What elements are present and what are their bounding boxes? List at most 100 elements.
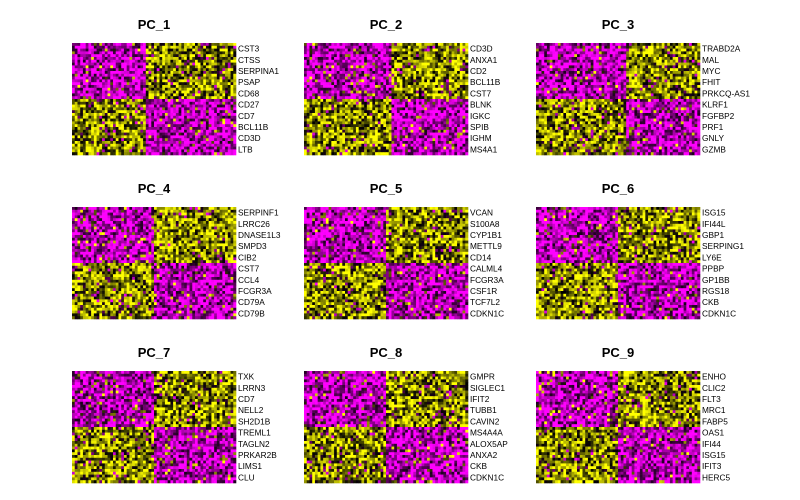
heatmap-cell bbox=[186, 65, 190, 69]
heatmap-cell bbox=[396, 54, 400, 58]
heatmap-cell bbox=[424, 90, 428, 94]
heatmap-cell bbox=[132, 76, 136, 80]
heatmap-cell bbox=[429, 138, 433, 142]
heatmap-cell bbox=[355, 73, 359, 77]
heatmap-cell bbox=[546, 48, 550, 52]
heatmap-cell bbox=[137, 62, 141, 66]
heatmap-cell bbox=[339, 68, 343, 72]
heatmap-cell bbox=[91, 110, 95, 114]
heatmap-cell bbox=[104, 59, 108, 63]
heatmap-cell bbox=[568, 48, 572, 52]
heatmap-cell bbox=[227, 51, 231, 55]
heatmap-cell bbox=[383, 115, 387, 119]
heatmap-cell bbox=[323, 82, 327, 86]
heatmap-cell bbox=[132, 71, 136, 75]
heatmap-cell bbox=[145, 48, 149, 52]
heatmap-cell bbox=[552, 43, 556, 47]
heatmap-cell bbox=[448, 96, 452, 100]
heatmap-cell bbox=[93, 124, 97, 128]
heatmap-cell bbox=[440, 99, 444, 103]
heatmap-cell bbox=[227, 68, 231, 72]
heatmap-cell bbox=[557, 48, 561, 52]
heatmap-cell bbox=[82, 79, 86, 83]
heatmap-cell bbox=[93, 113, 97, 117]
heatmap-cell bbox=[93, 76, 97, 80]
heatmap-cell bbox=[181, 107, 185, 111]
heatmap-cell bbox=[208, 107, 212, 111]
heatmap-cell bbox=[181, 152, 185, 156]
heatmap-cell bbox=[197, 48, 201, 52]
heatmap-cell bbox=[134, 115, 138, 119]
heatmap-cell bbox=[74, 93, 78, 97]
heatmap-cell bbox=[388, 146, 392, 150]
heatmap-cell bbox=[396, 129, 400, 133]
heatmap-cell bbox=[457, 51, 461, 55]
heatmap-cell bbox=[96, 96, 100, 100]
heatmap-cell bbox=[566, 43, 570, 47]
heatmap-cell bbox=[91, 107, 95, 111]
heatmap-cell bbox=[113, 93, 117, 97]
heatmap-cell bbox=[107, 48, 111, 52]
heatmap-cell bbox=[416, 101, 420, 105]
heatmap-cell bbox=[222, 101, 226, 105]
heatmap-cell bbox=[164, 113, 168, 117]
heatmap-cell bbox=[162, 96, 166, 100]
heatmap-cell bbox=[208, 57, 212, 61]
heatmap-cell bbox=[448, 121, 452, 125]
heatmap-cell bbox=[208, 118, 212, 122]
heatmap-cell bbox=[320, 115, 324, 119]
heatmap-cell bbox=[181, 57, 185, 61]
heatmap-cell bbox=[227, 104, 231, 108]
heatmap-cell bbox=[159, 82, 163, 86]
heatmap-cell bbox=[126, 79, 130, 83]
heatmap-cell bbox=[637, 45, 641, 49]
heatmap-cell bbox=[314, 51, 318, 55]
heatmap-cell bbox=[173, 87, 177, 91]
heatmap-cell bbox=[334, 129, 338, 133]
heatmap-cell bbox=[339, 71, 343, 75]
heatmap-cell bbox=[200, 76, 204, 80]
heatmap-cell bbox=[396, 59, 400, 63]
heatmap-cell bbox=[355, 135, 359, 139]
heatmap-cell bbox=[686, 43, 690, 47]
heatmap-cell bbox=[129, 51, 133, 55]
heatmap-cell bbox=[162, 65, 166, 69]
heatmap-cell bbox=[222, 118, 226, 122]
heatmap-cell bbox=[134, 129, 138, 133]
heatmap-cell bbox=[134, 138, 138, 142]
heatmap-cell bbox=[465, 115, 469, 119]
heatmap-cell bbox=[107, 132, 111, 136]
heatmap-cell bbox=[418, 107, 422, 111]
heatmap-cell bbox=[462, 129, 466, 133]
heatmap-cell bbox=[399, 135, 403, 139]
heatmap-cell bbox=[189, 65, 193, 69]
heatmap-cell bbox=[399, 152, 403, 156]
heatmap-cell bbox=[325, 143, 329, 147]
heatmap-cell bbox=[323, 121, 327, 125]
heatmap-cell bbox=[462, 149, 466, 153]
heatmap-cell bbox=[74, 115, 78, 119]
heatmap-cell bbox=[377, 85, 381, 89]
heatmap-cell bbox=[407, 152, 411, 156]
heatmap-cell bbox=[233, 79, 237, 83]
heatmap-cell bbox=[345, 110, 349, 114]
heatmap-cell bbox=[339, 57, 343, 61]
heatmap-cell bbox=[186, 76, 190, 80]
heatmap-cell bbox=[107, 68, 111, 72]
heatmap-cell bbox=[154, 104, 158, 108]
heatmap-cell bbox=[197, 57, 201, 61]
heatmap-cell bbox=[211, 135, 215, 139]
heatmap-cell bbox=[375, 82, 379, 86]
heatmap-cell bbox=[437, 82, 441, 86]
heatmap-cell bbox=[375, 138, 379, 142]
heatmap-cell bbox=[325, 73, 329, 77]
heatmap-cell bbox=[312, 152, 316, 156]
heatmap-cell bbox=[219, 121, 223, 125]
heatmap-cell bbox=[134, 101, 138, 105]
heatmap-cell bbox=[342, 68, 346, 72]
heatmap-cell bbox=[184, 141, 188, 145]
panel-title: PC_3 bbox=[602, 17, 635, 32]
heatmap-cell bbox=[118, 76, 122, 80]
heatmap-cell bbox=[435, 90, 439, 94]
heatmap-cell bbox=[197, 135, 201, 139]
